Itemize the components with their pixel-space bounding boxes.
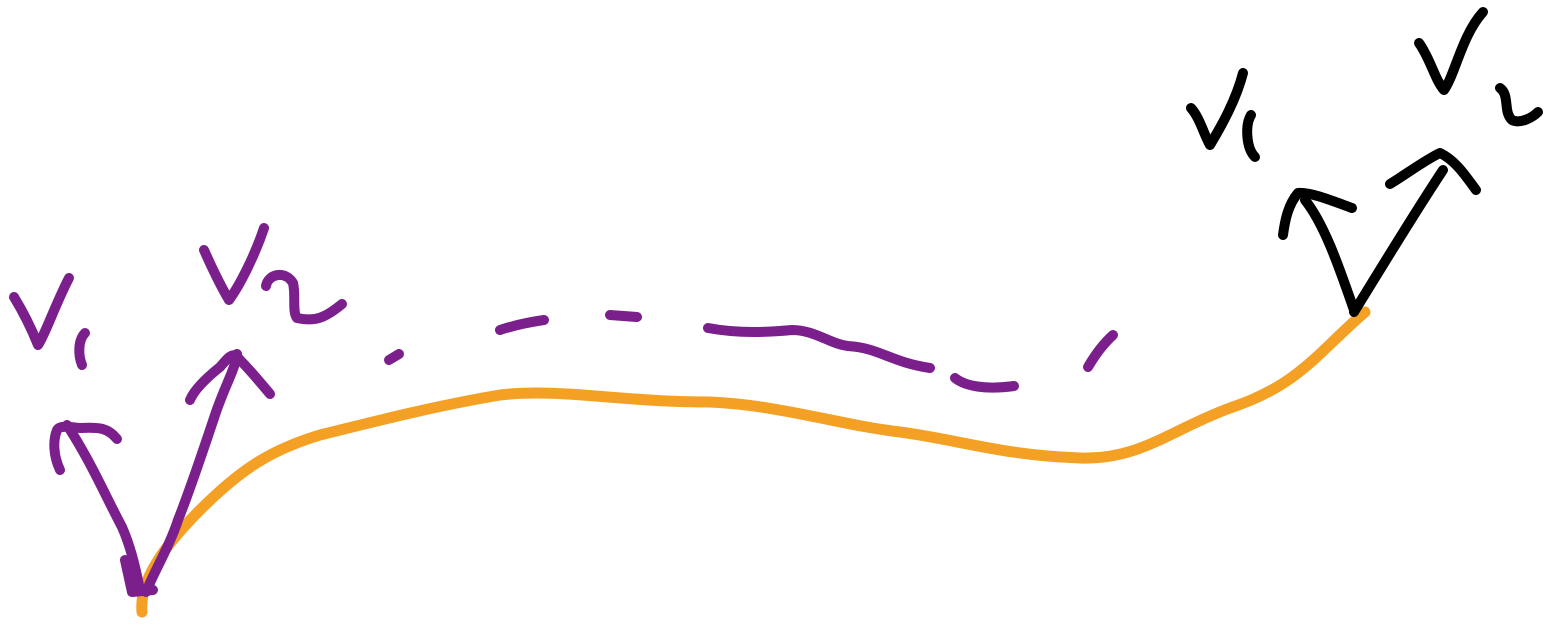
start-v1-arrow-shaft xyxy=(62,420,145,595)
start-v2-arrow-shaft xyxy=(141,349,242,597)
end-v2-arrow-shaft xyxy=(1349,165,1448,317)
start-arrow-base xyxy=(120,555,158,597)
end-v1-arrow-head xyxy=(1278,187,1357,240)
transport-dashed-curve xyxy=(384,310,1118,393)
label-start-v2 xyxy=(199,223,347,325)
label-end-v1 xyxy=(1186,68,1260,162)
end-v1-arrow-shaft xyxy=(1300,195,1359,315)
label-start-v1 xyxy=(9,273,90,370)
end-arrows xyxy=(1278,148,1481,317)
start-v1-arrow-head xyxy=(49,421,122,475)
curve-path xyxy=(136,306,1371,618)
end-v2-arrow-head xyxy=(1385,148,1481,195)
start-v2-arrow-head xyxy=(185,350,275,405)
label-end-v2 xyxy=(1414,7,1543,127)
start-arrows xyxy=(49,349,275,597)
